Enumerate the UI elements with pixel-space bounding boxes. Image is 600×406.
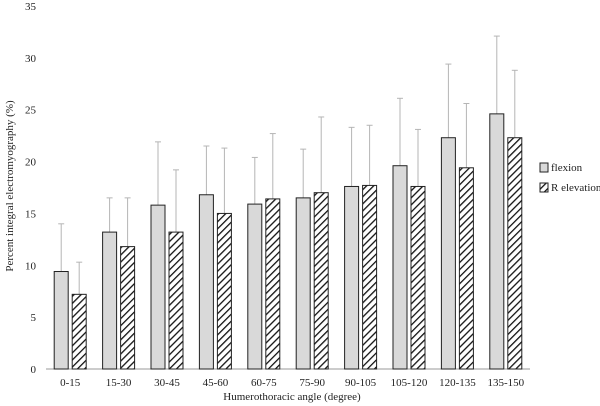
legend-swatch	[539, 182, 549, 193]
y-tick-label: 0	[31, 364, 37, 376]
y-tick-label: 25	[25, 105, 37, 117]
x-tick-label: 30-45	[154, 377, 180, 389]
y-tick-label: 15	[25, 208, 37, 220]
bar-flexion	[489, 113, 505, 370]
legend-label: flexion	[551, 162, 583, 174]
bar-r-elevation	[71, 293, 87, 370]
y-tick-label: 20	[25, 157, 37, 169]
bar-flexion	[247, 203, 263, 370]
bar-r-elevation	[362, 184, 378, 370]
bar-r-elevation	[265, 198, 281, 370]
x-tick-label: 45-60	[203, 377, 229, 389]
legend-swatch	[539, 162, 549, 173]
x-tick-label: 60-75	[251, 377, 277, 389]
chart-axes: 0 5 10 15 20 25 30 35 0-15 15-30 30-45 45-60 60-75 75…	[25, 1, 530, 389]
x-tick-label: 15-30	[106, 377, 132, 389]
bar-r-elevation	[168, 231, 184, 370]
bar-flexion	[440, 137, 456, 370]
bar-r-elevation	[216, 212, 232, 370]
x-tick-label: 0-15	[60, 377, 81, 389]
bar-r-elevation	[507, 137, 523, 370]
bar-flexion	[198, 194, 214, 370]
x-tick-label: 90-105	[345, 377, 377, 389]
bar-flexion	[295, 197, 311, 370]
bar-r-elevation	[120, 246, 136, 370]
y-tick-label: 35	[25, 1, 37, 13]
chart-bars	[53, 35, 523, 370]
x-axis-label: Humerothoracic angle (degree)	[223, 391, 361, 403]
bar-r-elevation	[313, 192, 329, 370]
bar-flexion	[53, 271, 69, 370]
x-tick-label: 135-150	[487, 377, 524, 389]
bar-flexion	[392, 165, 408, 370]
bar-flexion	[102, 231, 118, 370]
y-tick-label: 30	[25, 53, 37, 65]
bar-r-elevation	[458, 167, 474, 370]
bar-r-elevation	[410, 185, 426, 370]
bar-flexion	[344, 185, 360, 370]
bar-flexion	[150, 204, 166, 370]
x-tick-label: 105-120	[391, 377, 428, 389]
chart-legend: flexion R elevation	[539, 162, 600, 194]
y-tick-label: 10	[25, 260, 37, 272]
legend-label: R elevation	[551, 182, 600, 194]
y-tick-label: 5	[31, 312, 37, 324]
y-axis-label: Percent integral electromyography (%)	[4, 100, 16, 272]
x-tick-label: 120-135	[439, 377, 476, 389]
x-tick-label: 75-90	[299, 377, 325, 389]
chart-labels: Humerothoracic angle (degree) Percent in…	[4, 100, 361, 403]
